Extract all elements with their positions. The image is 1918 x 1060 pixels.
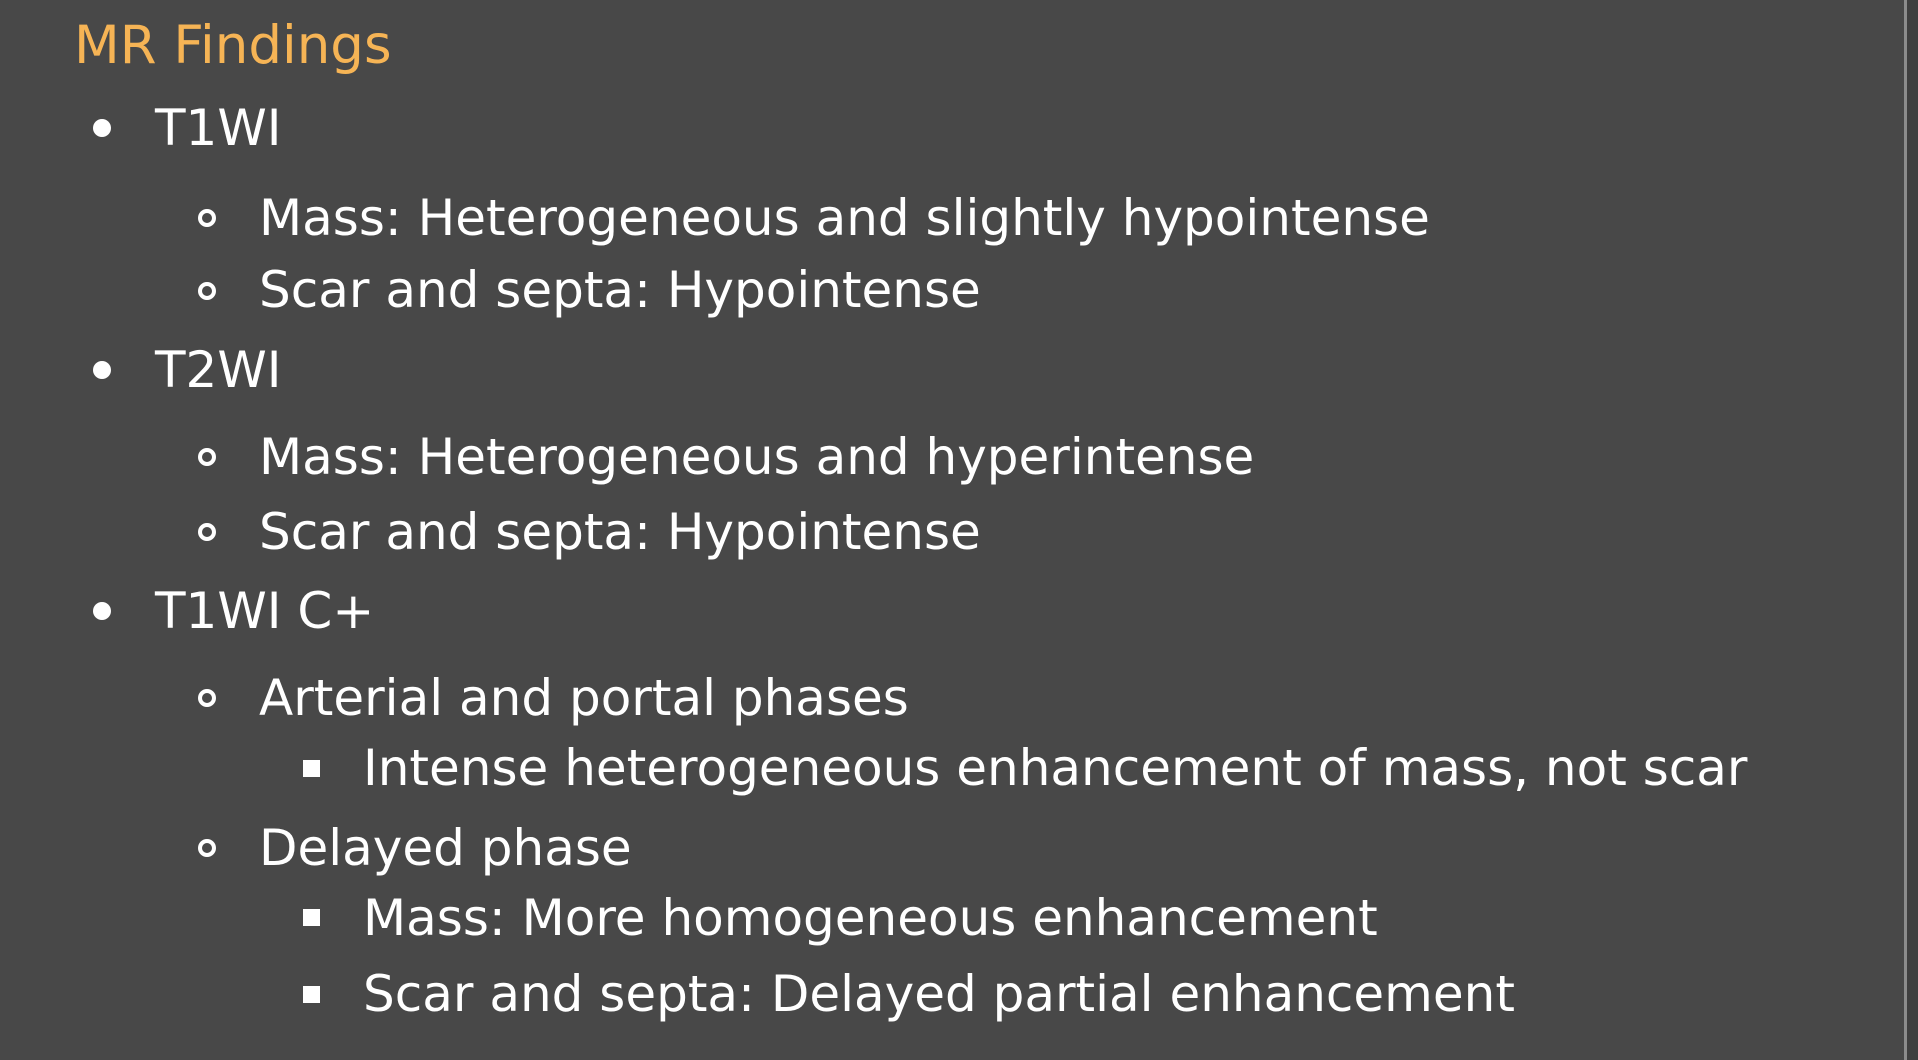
- list-item: Intense heterogeneous enhancement of mas…: [363, 739, 1748, 797]
- list-item: Scar and septa: Hypointense: [259, 261, 981, 319]
- list-item: Mass: More homogeneous enhancement: [363, 889, 1378, 947]
- list-item: Delayed phase: [259, 819, 632, 877]
- slide-title: MR Findings: [74, 15, 392, 76]
- window-edge: [1904, 0, 1918, 1060]
- bullet-square-icon: [303, 986, 320, 1003]
- list-item-t2wi: T2WI: [155, 341, 282, 399]
- list-item: Scar and septa: Hypointense: [259, 503, 981, 561]
- list-item: Mass: Heterogeneous and slightly hypoint…: [259, 189, 1430, 247]
- list-item-t1wi: T1WI: [155, 99, 282, 157]
- bullet-disc-icon: [93, 602, 111, 620]
- list-item: Scar and septa: Delayed partial enhancem…: [363, 965, 1515, 1023]
- bullet-circle-icon: [198, 209, 216, 227]
- bullet-circle-icon: [198, 839, 216, 857]
- bullet-disc-icon: [93, 361, 111, 379]
- bullet-circle-icon: [198, 689, 216, 707]
- list-item-t1wi-c-plus: T1WI C+: [155, 582, 375, 640]
- list-item: Mass: Heterogeneous and hyperintense: [259, 428, 1255, 486]
- bullet-circle-icon: [198, 448, 216, 466]
- bullet-disc-icon: [93, 119, 111, 137]
- bullet-square-icon: [303, 760, 320, 777]
- bullet-square-icon: [303, 909, 320, 926]
- bullet-circle-icon: [198, 282, 216, 300]
- list-item: Arterial and portal phases: [259, 669, 909, 727]
- bullet-circle-icon: [198, 523, 216, 541]
